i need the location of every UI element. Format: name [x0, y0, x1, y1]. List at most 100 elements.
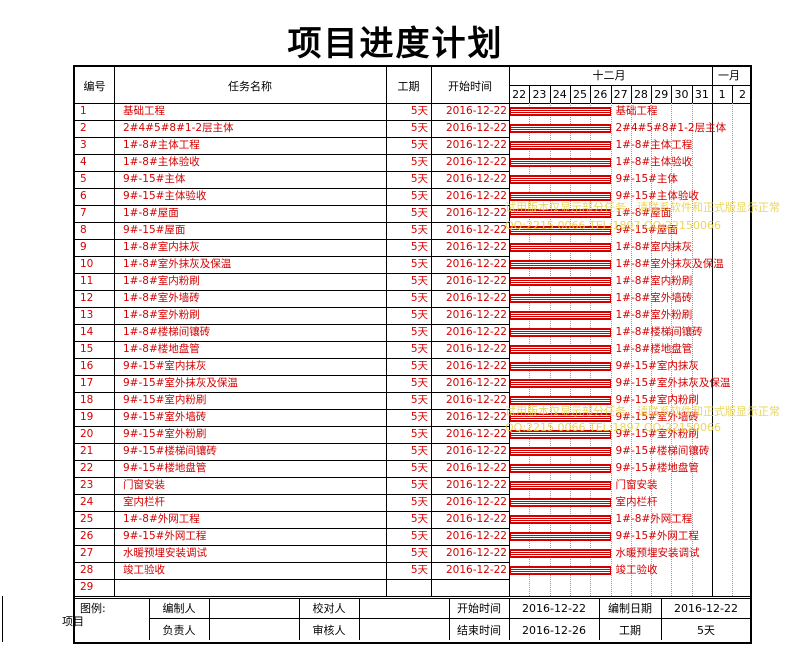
grid-vline [509, 67, 510, 596]
grid-day-line [671, 103, 673, 596]
task-id: 23 [80, 479, 94, 491]
task-start: 2016-12-22 [445, 241, 507, 253]
gantt-bar[interactable] [510, 413, 611, 422]
task-id: 20 [80, 428, 94, 440]
start-time-value: 2016-12-22 [522, 602, 586, 615]
header-month-dec: 十二月 [592, 69, 626, 82]
gantt-bar[interactable] [510, 379, 611, 388]
task-duration: 5天 [410, 513, 428, 525]
gantt-bar[interactable] [510, 260, 611, 269]
day-label: 24 [552, 88, 567, 101]
gantt-bar[interactable] [510, 481, 611, 490]
task-id: 15 [80, 343, 94, 355]
task-name: 9#-15#室内粉刷 [123, 394, 207, 406]
task-name: 1#-8#主体工程 [123, 139, 200, 151]
grid-hline [75, 528, 509, 529]
grid-hline [75, 426, 509, 427]
task-id: 25 [80, 513, 94, 525]
gantt-bar[interactable] [510, 158, 611, 167]
grid-vline [549, 85, 551, 103]
task-id: 7 [80, 207, 87, 219]
task-start: 2016-12-22 [445, 190, 507, 202]
gantt-bar-label: 9#-15#室外粉刷 [615, 428, 699, 440]
task-name: 9#-15#室外抹灰及保温 [123, 377, 238, 389]
task-id: 26 [80, 530, 94, 542]
grid-vline [529, 85, 531, 103]
task-duration: 5天 [410, 445, 428, 457]
start-time-label: 开始时间 [457, 602, 501, 615]
day-label: 28 [633, 88, 648, 101]
compile-date-value: 2016-12-22 [674, 602, 738, 615]
task-name: 1#-8#主体验收 [123, 156, 200, 168]
task-duration: 5天 [410, 139, 428, 151]
task-id: 29 [80, 581, 94, 593]
gantt-bar[interactable] [510, 124, 611, 133]
task-name: 1#-8#室外粉刷 [123, 309, 200, 321]
day-label: 30 [674, 88, 689, 101]
gantt-bar[interactable] [510, 430, 611, 439]
task-duration: 5天 [410, 105, 428, 117]
task-duration: 5天 [410, 156, 428, 168]
day-label: 1 [718, 88, 726, 101]
gantt-bar[interactable] [510, 311, 611, 320]
task-id: 1 [80, 105, 87, 117]
task-duration: 5天 [410, 241, 428, 253]
task-id: 14 [80, 326, 94, 338]
grid-hline [75, 171, 509, 172]
task-name: 1#-8#室外抹灰及保温 [123, 258, 232, 270]
task-id: 11 [80, 275, 94, 287]
grid-hline [75, 494, 509, 495]
task-duration: 5天 [410, 411, 428, 423]
gantt-bar[interactable] [510, 209, 611, 218]
task-name: 门窗安装 [123, 479, 165, 491]
gantt-bar[interactable] [510, 447, 611, 456]
gantt-bar[interactable] [510, 345, 611, 354]
grid-day-line [732, 103, 734, 596]
grid-hline [75, 239, 509, 240]
gantt-bar[interactable] [510, 549, 611, 558]
gantt-bar[interactable] [510, 294, 611, 303]
grid-hline [75, 341, 509, 342]
task-start: 2016-12-22 [445, 479, 507, 491]
task-start: 2016-12-22 [445, 343, 507, 355]
task-duration: 5天 [410, 275, 428, 287]
task-id: 8 [80, 224, 87, 236]
grid-vline [509, 598, 510, 640]
gantt-bar-label: 1#-8#外网工程 [615, 513, 693, 525]
task-start: 2016-12-22 [445, 547, 507, 559]
duration-label: 工期 [619, 624, 641, 637]
grid-vline [149, 598, 150, 640]
gantt-bar[interactable] [510, 396, 611, 405]
gantt-bar[interactable] [510, 141, 611, 150]
gantt-bar[interactable] [510, 515, 611, 524]
gantt-bar[interactable] [510, 328, 611, 337]
gantt-bar[interactable] [510, 498, 611, 507]
checker-label: 校对人 [312, 602, 346, 615]
gantt-bar[interactable] [510, 175, 611, 184]
grid-hline [509, 85, 750, 86]
task-start: 2016-12-22 [445, 496, 507, 508]
side-label: 项目 [62, 615, 84, 628]
gantt-bar-label: 9#-15#楼梯间镶砖 [615, 445, 710, 457]
task-start: 2016-12-22 [445, 309, 507, 321]
gantt-bar[interactable] [510, 362, 611, 371]
gantt-bar[interactable] [510, 464, 611, 473]
task-duration: 5天 [410, 173, 428, 185]
gantt-bar-label: 1#-8#室内抹灰 [615, 241, 693, 253]
grid-hline [75, 460, 509, 461]
gantt-bar[interactable] [510, 226, 611, 235]
task-duration: 5天 [410, 309, 428, 321]
header-start-time: 开始时间 [448, 80, 492, 93]
task-start: 2016-12-22 [445, 326, 507, 338]
owner-label: 负责人 [162, 624, 196, 637]
task-name: 9#-15#楼梯间镶砖 [123, 445, 217, 457]
gantt-bar[interactable] [510, 243, 611, 252]
gantt-bar[interactable] [510, 532, 611, 541]
gantt-bar[interactable] [510, 566, 611, 575]
grid-vline [630, 85, 632, 103]
gantt-bar[interactable] [510, 107, 611, 116]
gantt-bar[interactable] [510, 277, 611, 286]
task-start: 2016-12-22 [445, 156, 507, 168]
grid-hline [75, 596, 509, 597]
gantt-bar[interactable] [510, 192, 611, 201]
